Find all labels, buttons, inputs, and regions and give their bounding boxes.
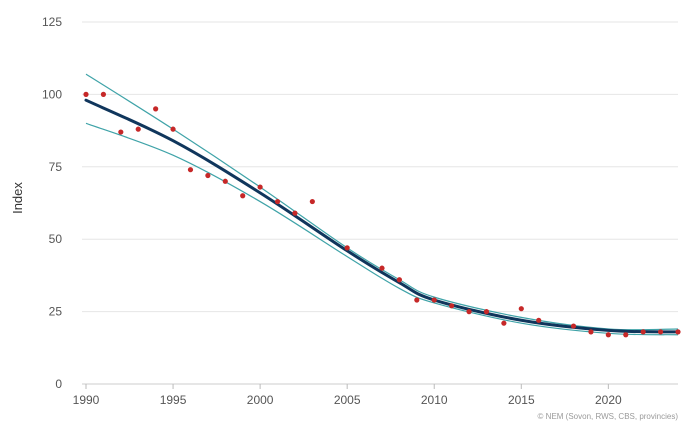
x-tick-label: 2020 bbox=[595, 393, 622, 407]
data-point bbox=[118, 129, 124, 135]
data-point bbox=[483, 309, 490, 315]
data-point bbox=[292, 210, 298, 216]
x-axis-ticks: 1990 1995 2000 2005 2010 2015 2020 bbox=[73, 384, 622, 407]
data-point bbox=[309, 198, 315, 205]
data-point bbox=[466, 309, 472, 315]
data-point bbox=[396, 277, 403, 283]
lower-band-line bbox=[85, 122, 679, 336]
confidence-band bbox=[85, 73, 679, 336]
x-tick-label: 2010 bbox=[421, 393, 448, 407]
data-point bbox=[623, 332, 629, 338]
x-tick-label: 2005 bbox=[334, 393, 361, 407]
data-point bbox=[153, 106, 159, 112]
data-point bbox=[222, 178, 228, 184]
x-tick-label: 2000 bbox=[247, 393, 274, 407]
data-point bbox=[379, 265, 385, 271]
data-point bbox=[431, 297, 437, 303]
data-point bbox=[449, 303, 455, 309]
data-point bbox=[570, 323, 577, 329]
y-axis-title: Index bbox=[10, 182, 25, 214]
data-point bbox=[536, 317, 542, 323]
y-tick-label: 0 bbox=[55, 377, 62, 391]
x-tick-label: 1995 bbox=[160, 393, 187, 407]
data-point bbox=[605, 332, 611, 338]
data-point bbox=[135, 126, 141, 132]
trend-line-group bbox=[84, 98, 680, 334]
data-point bbox=[344, 245, 350, 251]
y-tick-label: 25 bbox=[49, 305, 63, 319]
data-point bbox=[640, 329, 646, 335]
data-point bbox=[414, 297, 420, 303]
data-point bbox=[501, 320, 507, 326]
y-tick-label: 125 bbox=[42, 15, 62, 29]
data-points bbox=[83, 91, 681, 338]
data-point bbox=[100, 91, 107, 97]
data-point bbox=[205, 172, 211, 179]
x-tick-label: 1990 bbox=[73, 393, 100, 407]
data-point bbox=[274, 198, 281, 205]
y-tick-label: 100 bbox=[42, 87, 62, 101]
data-point bbox=[170, 126, 176, 132]
data-point bbox=[257, 184, 263, 190]
upper-band-line bbox=[85, 73, 679, 331]
x-tick-label: 2015 bbox=[508, 393, 535, 407]
data-point bbox=[187, 167, 194, 173]
y-axis-ticks: 0 25 50 75 100 125 bbox=[42, 15, 62, 391]
data-point bbox=[657, 329, 664, 335]
data-point bbox=[518, 306, 524, 312]
y-tick-label: 75 bbox=[49, 160, 63, 174]
y-tick-label: 50 bbox=[49, 232, 63, 246]
gridlines bbox=[82, 21, 678, 385]
data-point bbox=[240, 193, 246, 199]
data-point bbox=[83, 91, 89, 97]
data-point bbox=[588, 329, 594, 335]
data-point bbox=[675, 329, 681, 335]
trend-line bbox=[84, 98, 680, 334]
credit-text: © NEM (Sovon, RWS, CBS, provincies) bbox=[538, 412, 679, 421]
